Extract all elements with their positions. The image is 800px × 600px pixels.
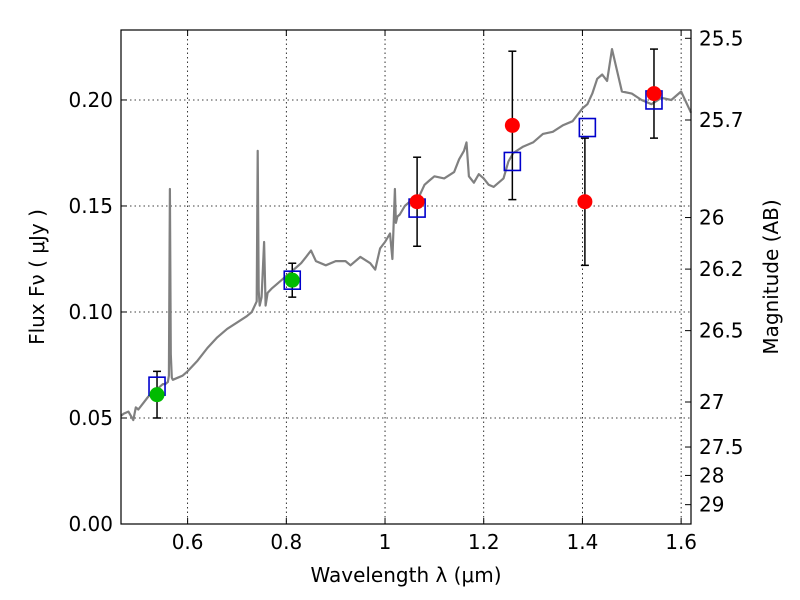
y-tick-label: 0.05	[68, 406, 113, 430]
magnitude-tick-label: 29	[699, 493, 724, 517]
y-tick-label: 0.00	[68, 512, 113, 536]
x-tick-label: 1	[379, 530, 392, 554]
magnitude-tick-label: 26	[699, 206, 724, 230]
observed-point-layer	[149, 86, 662, 403]
observed-point	[409, 194, 425, 210]
model-spectrum-layer	[120, 47, 692, 422]
x-tick-label: 0.6	[172, 530, 204, 554]
magnitude-tick-label: 27.5	[699, 435, 744, 459]
y-tick-label: 0.15	[68, 194, 113, 218]
magnitude-tick-label: 25.7	[699, 108, 744, 132]
observed-point	[149, 387, 165, 403]
y-ticks: 0.00 0.05 0.10 0.15 0.20	[68, 88, 127, 536]
observed-point	[284, 272, 300, 288]
y2-axis-label: Magnitude (AB)	[759, 199, 783, 354]
observed-point	[577, 194, 593, 210]
magnitude-tick-label: 26.5	[699, 319, 744, 343]
y-tick-label: 0.10	[68, 300, 113, 324]
model-point	[283, 270, 302, 290]
magnitude-tick-label: 28	[699, 463, 724, 487]
magnitude-ticks: 25.5 25.7 26 26.2 26.5 27 27.5 28 29	[685, 26, 744, 517]
y-tick-label: 0.20	[68, 88, 113, 112]
grid-lines	[121, 30, 691, 525]
x-tick-label: 1.6	[665, 530, 697, 554]
magnitude-tick-label: 27	[699, 390, 724, 414]
model-spectrum-line	[120, 47, 692, 422]
magnitude-tick-label: 26.2	[699, 257, 744, 281]
x-tick-label: 0.8	[270, 530, 302, 554]
magnitude-tick-label: 25.5	[699, 26, 744, 50]
model-point	[503, 151, 522, 172]
x-tick-label: 1.2	[468, 530, 500, 554]
observed-point	[646, 86, 662, 102]
model-point	[578, 117, 597, 138]
plot-frame	[120, 29, 692, 525]
x-axis-label: Wavelength λ (μm)	[310, 563, 501, 587]
y-axis-label: Flux Fν ( μJy )	[25, 209, 49, 345]
x-tick-label: 1.4	[567, 530, 599, 554]
observed-point	[504, 117, 520, 133]
x-ticks: 0.6 0.8 1 1.2 1.4 1.6	[172, 30, 697, 554]
